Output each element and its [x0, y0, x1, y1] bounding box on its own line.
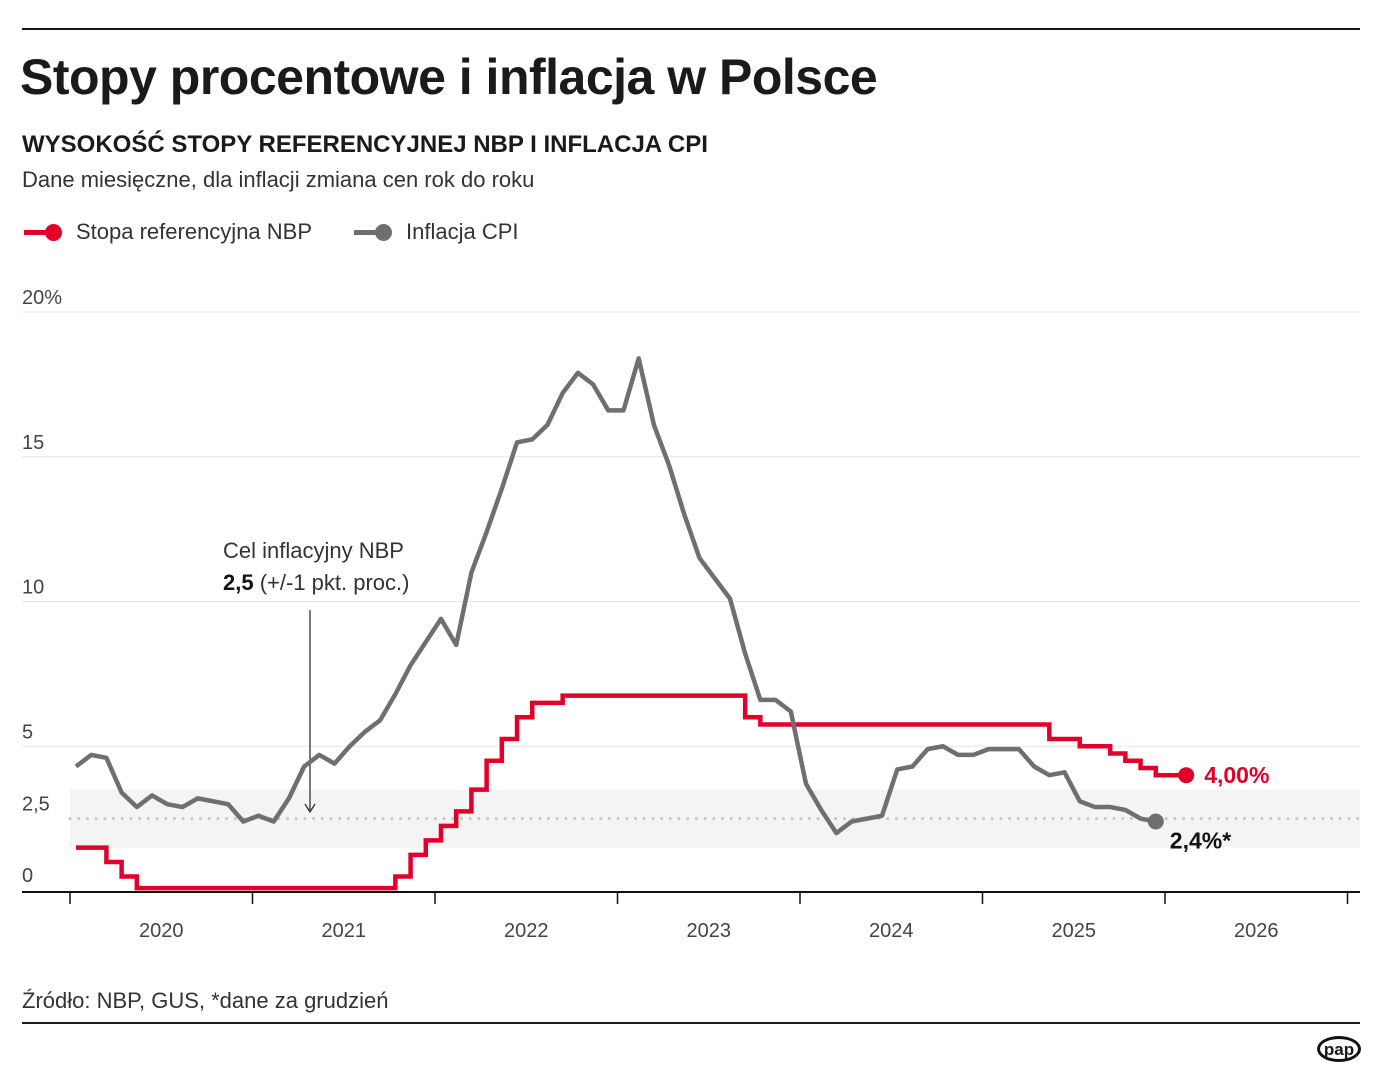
x-tick-label: 2026 [1234, 920, 1279, 942]
legend-item-cpi: Inflacja CPI [354, 219, 519, 245]
end-label-cpi: 2,4%* [1170, 828, 1231, 854]
series-end-point-cpi [1147, 813, 1164, 830]
chart-subtitle: WYSOKOŚĆ STOPY REFERENCYJNEJ NBP I INFLA… [22, 131, 708, 158]
bottom-rule [22, 1022, 1360, 1024]
y-tick-label: 0 [22, 865, 33, 887]
x-tick-label: 2023 [687, 920, 732, 942]
x-tick-label: 2024 [869, 920, 914, 942]
chart-description: Dane miesięczne, dla inflacji zmiana cen… [22, 167, 535, 192]
y-tick-label: 10 [22, 577, 44, 599]
annotation-line1: Cel inflacyjny NBP [223, 538, 404, 563]
annotation-range: (+/-1 pkt. proc.) [254, 570, 410, 595]
y-tick-label: 20% [22, 287, 62, 309]
y-tick-label: 2,5 [22, 794, 50, 816]
annotation-arrow-icon [304, 803, 316, 814]
legend-cpi-label: Inflacja CPI [406, 219, 519, 244]
page-title: Stopy procentowe i inflacja w Polsce [20, 49, 878, 105]
chart-plot: 20% 15 10 5 2,5 0 2020 2021 2022 2023 2024 2025 202… [22, 287, 1362, 942]
y-tick-label: 5 [22, 721, 33, 743]
source-note: Źródło: NBP, GUS, *dane za grudzień [22, 988, 389, 1013]
legend-cpi-swatch-icon [354, 223, 392, 241]
top-rule [22, 28, 1360, 30]
series-line-rate [76, 693, 1187, 891]
x-tick-label: 2021 [322, 920, 367, 942]
annotation-line2: 2,5 (+/-1 pkt. proc.) [223, 570, 409, 595]
y-tick-label: 15 [22, 432, 44, 454]
pap-logo: pap [1317, 1036, 1361, 1062]
legend-rate-swatch-icon [24, 223, 62, 241]
series-end-point-rate [1178, 767, 1195, 784]
end-label-rate: 4,00% [1204, 762, 1269, 788]
x-tick-label: 2020 [139, 920, 184, 942]
x-tick-label: 2022 [504, 920, 549, 942]
legend-item-rate: Stopa referencyjna NBP [24, 219, 312, 245]
x-tick-label: 2025 [1052, 920, 1097, 942]
legend-rate-label: Stopa referencyjna NBP [76, 219, 313, 244]
series-line-cpi [74, 356, 1157, 836]
annotation-target-value: 2,5 [223, 570, 254, 595]
